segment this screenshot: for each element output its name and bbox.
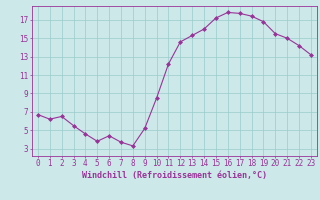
X-axis label: Windchill (Refroidissement éolien,°C): Windchill (Refroidissement éolien,°C) (82, 171, 267, 180)
